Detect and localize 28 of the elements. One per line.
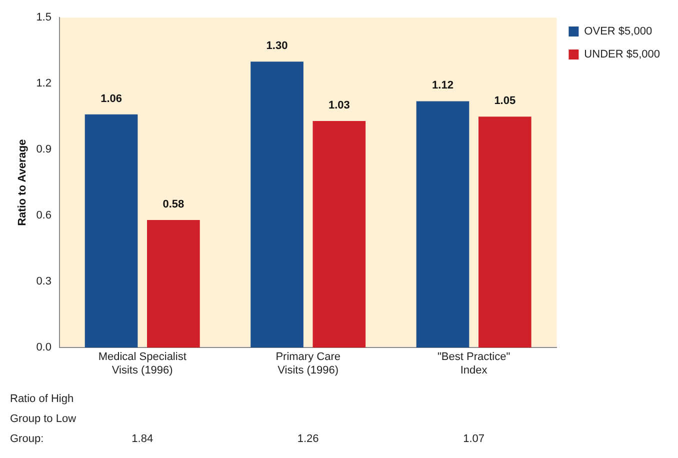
bar [250, 62, 304, 348]
x-tick-label: "Best Practice" Index [438, 351, 510, 376]
y-axis-title: Ratio to Average [16, 139, 29, 226]
y-tick-label: 1.2 [36, 78, 52, 90]
bar [147, 220, 200, 348]
bar [416, 101, 470, 348]
legend-label: UNDER $5,000 [584, 48, 660, 61]
y-tick-label: 1.5 [36, 12, 52, 24]
y-tick-label: 0.9 [36, 144, 52, 156]
text: Ratio of High Group to Low Group: [10, 393, 76, 445]
bar [478, 116, 532, 348]
data-label: 1.05 [494, 95, 516, 108]
text: 1.07 [463, 433, 485, 445]
bar [84, 114, 138, 348]
bar [312, 121, 366, 348]
data-label: 1.06 [100, 92, 122, 105]
y-tick-label: 0.6 [36, 210, 52, 222]
x-tick-label: Primary Care Visits (1996) [276, 351, 340, 376]
legend-label: OVER $5,000 [584, 26, 652, 38]
data-label: 1.03 [328, 100, 350, 112]
y-tick-label: 0.0 [36, 342, 52, 354]
y-tick-label: 0.3 [36, 276, 52, 288]
x-tick-label: Medical Specialist Visits (1996) [98, 351, 186, 376]
data-label: 0.58 [162, 198, 184, 211]
text: 1.26 [297, 433, 319, 445]
data-label: 1.30 [266, 40, 288, 52]
data-label: 1.12 [432, 80, 454, 92]
text: 1.84 [132, 433, 154, 445]
